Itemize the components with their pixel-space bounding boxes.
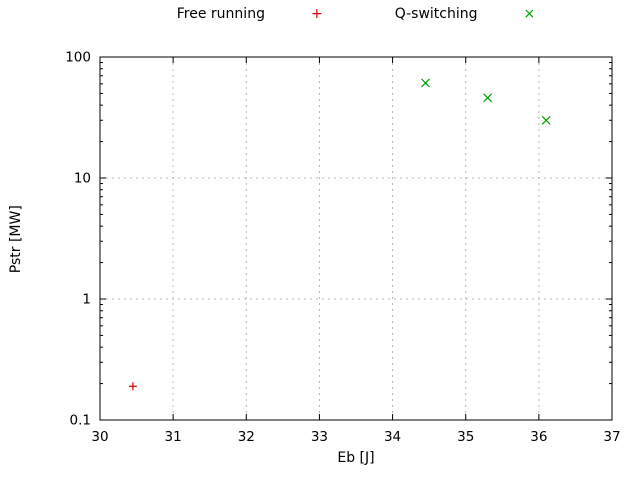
svg-text:36: 36: [530, 429, 547, 445]
svg-text:35: 35: [457, 429, 474, 445]
svg-text:34: 34: [384, 429, 401, 445]
svg-text:37: 37: [603, 429, 620, 445]
legend-entry-free-running: Free running +: [177, 6, 323, 22]
svg-text:31: 31: [165, 429, 182, 445]
svg-text:32: 32: [238, 429, 255, 445]
svg-text:0.1: 0.1: [70, 413, 91, 429]
svg-text:30: 30: [91, 429, 108, 445]
svg-text:10: 10: [74, 171, 91, 187]
cross-marker-icon: ×: [523, 6, 536, 22]
svg-text:100: 100: [65, 50, 91, 66]
legend-label-q-switching: Q-switching: [394, 6, 478, 22]
legend: Free running + Q-switching ×: [100, 6, 612, 22]
svg-text:33: 33: [311, 429, 328, 445]
legend-entry-q-switching: Q-switching ×: [395, 6, 536, 22]
x-axis-label: Eb [J]: [337, 450, 375, 466]
plus-marker-icon: +: [310, 6, 323, 22]
legend-label-free-running: Free running: [176, 6, 265, 22]
svg-text:1: 1: [82, 292, 91, 308]
